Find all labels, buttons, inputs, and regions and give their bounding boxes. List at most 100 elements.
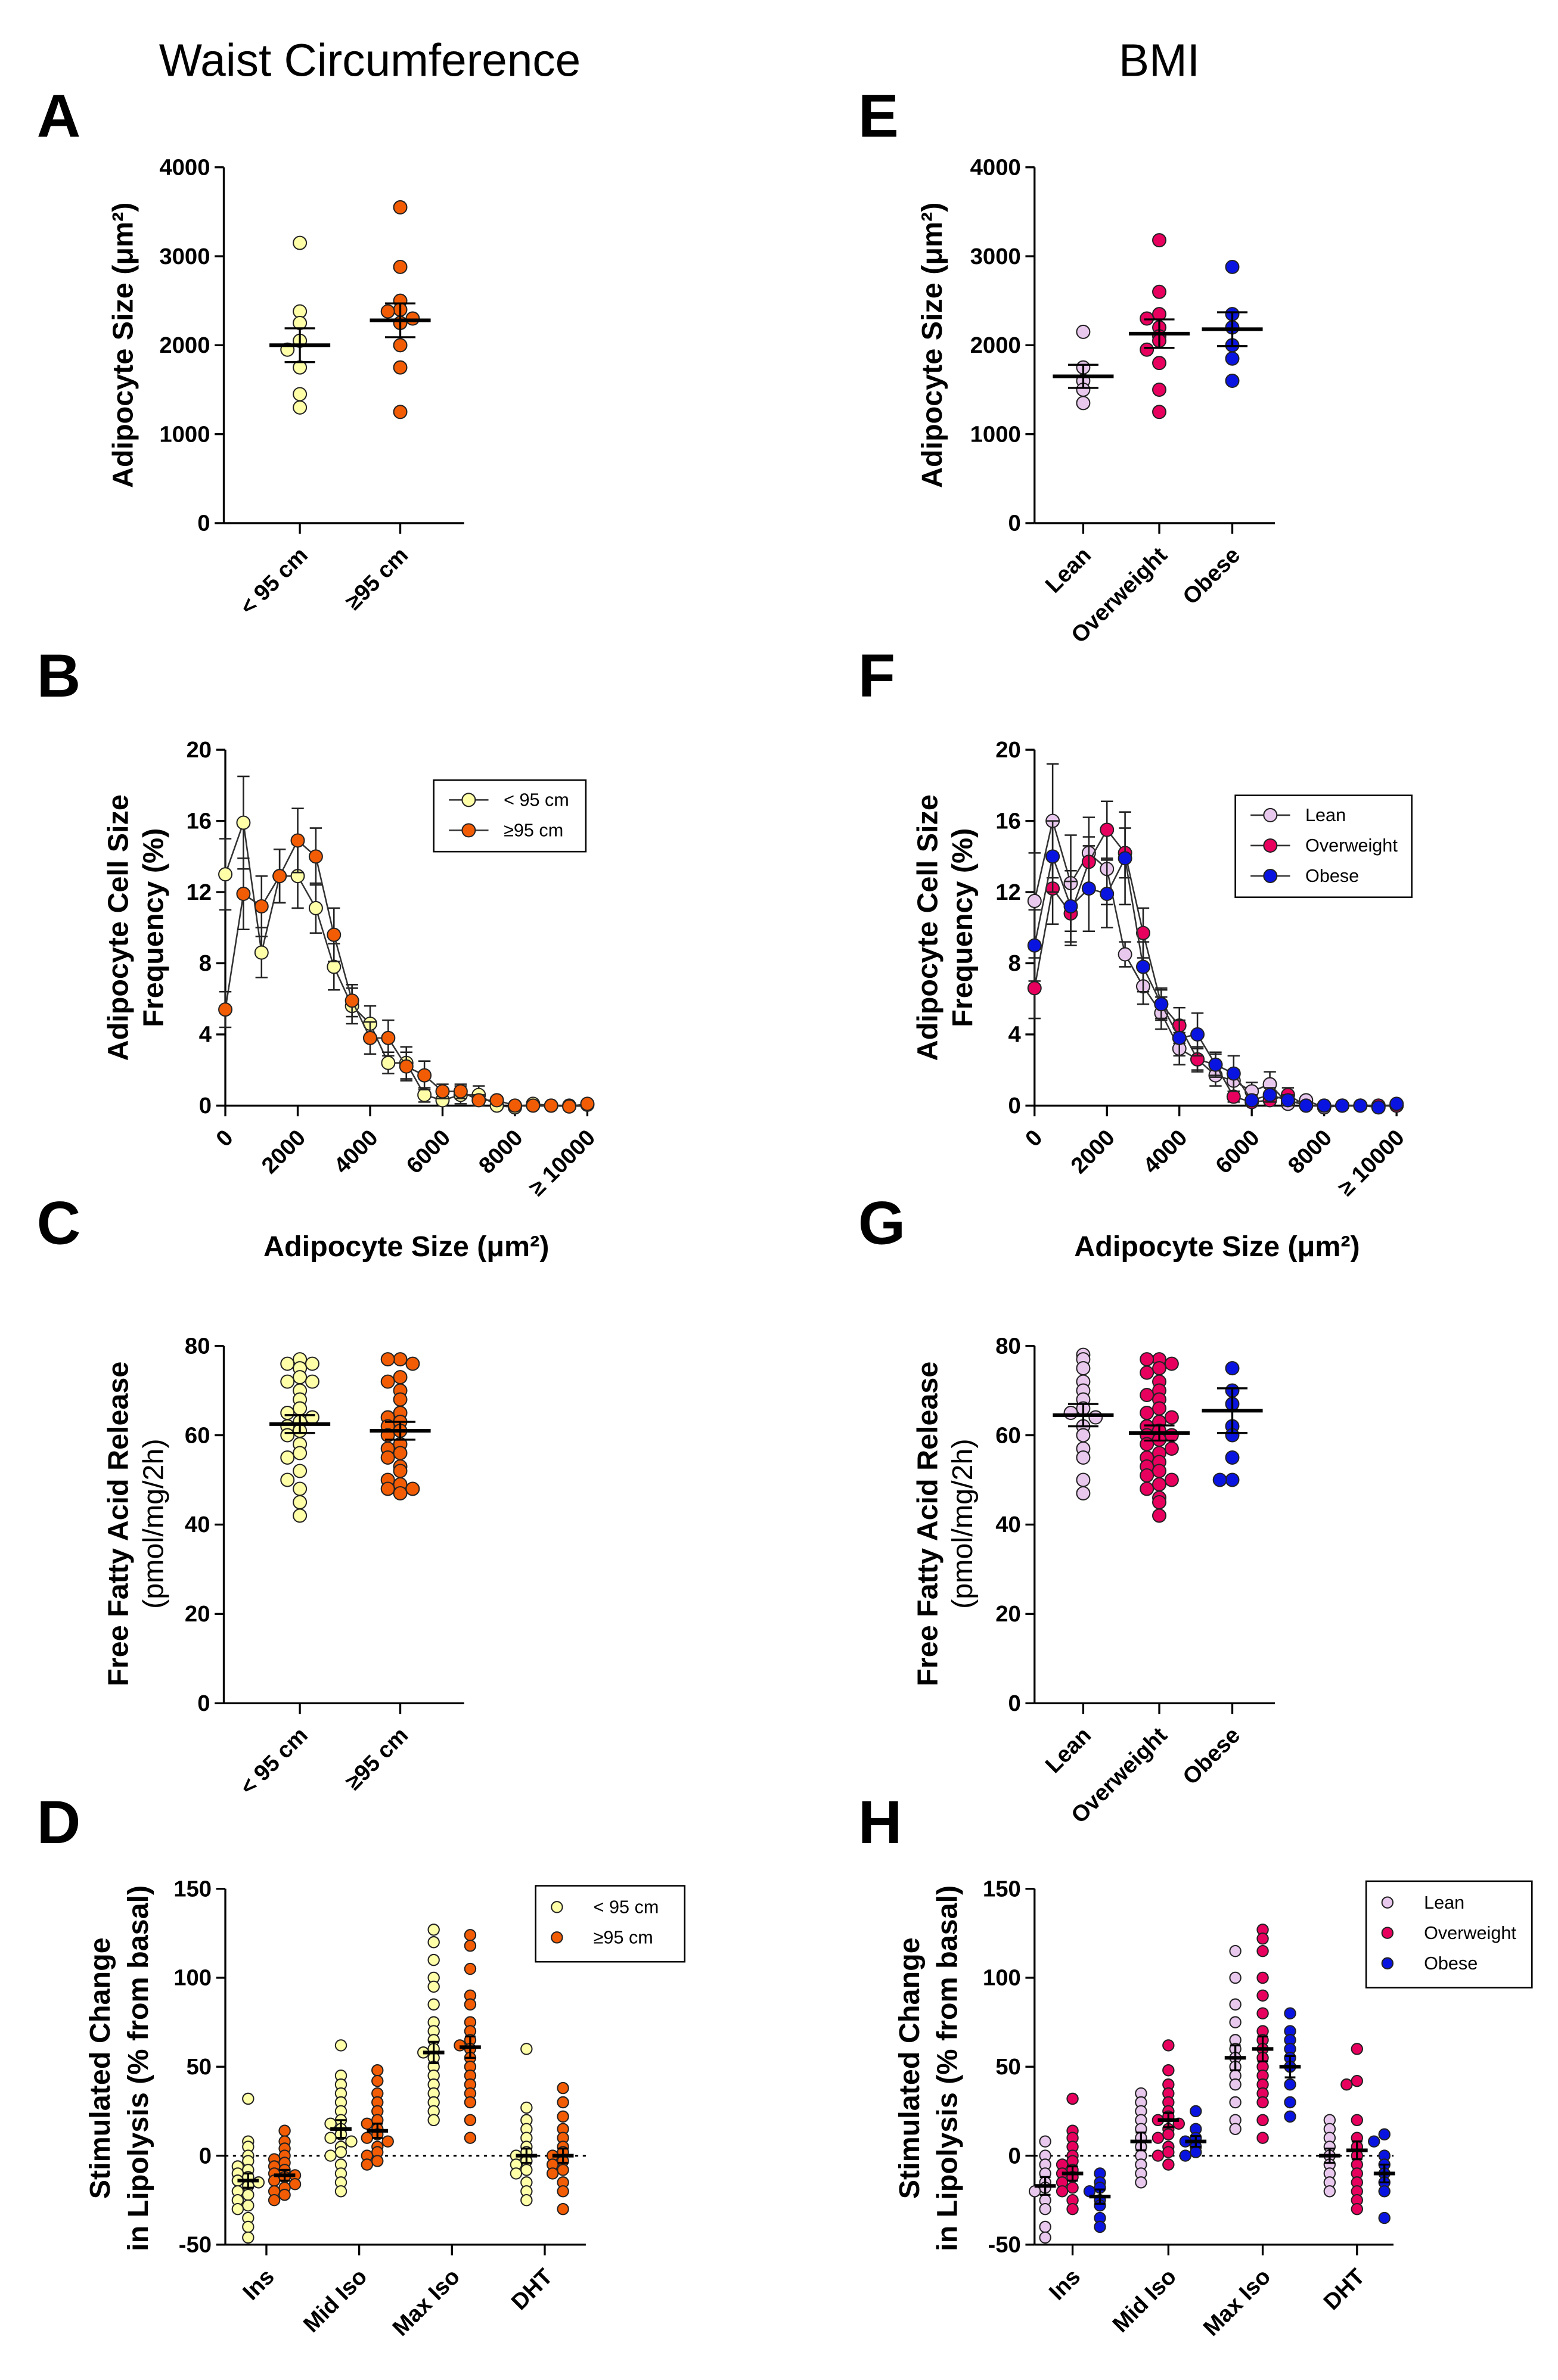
legend-marker-h	[1381, 1957, 1394, 1969]
sem-bar-h	[1257, 2035, 1268, 2062]
data-point-d	[427, 2114, 440, 2127]
sem-bar-h	[1379, 2163, 1390, 2184]
data-point-h	[1378, 2128, 1391, 2140]
xlabel-f: Adipocyte Size (μm²)	[1074, 1231, 1360, 1263]
data-point-g	[1225, 1361, 1240, 1376]
data-point-c	[293, 1495, 308, 1509]
data-point-h	[1284, 2078, 1296, 2091]
legend-label-f: Overweight	[1305, 835, 1398, 856]
data-point-e	[1076, 396, 1091, 411]
data-point-d	[557, 2110, 569, 2123]
sem-bar-h	[1163, 2112, 1174, 2129]
y-tick-label-e: 0	[1008, 511, 1020, 536]
data-point-g	[1140, 1352, 1154, 1367]
data-point-h	[1229, 2016, 1242, 2028]
data-point-d	[520, 2043, 533, 2055]
legend-marker-f	[1263, 838, 1278, 853]
data-point-b	[507, 1098, 522, 1113]
data-point-c	[380, 1352, 395, 1367]
sem-bar-d	[557, 2147, 569, 2164]
data-point-d	[345, 2135, 358, 2148]
data-point-h	[1162, 2064, 1175, 2077]
data-point-c	[293, 1481, 308, 1496]
data-point-h	[1162, 2039, 1175, 2052]
sem-bar-h	[1039, 2176, 1051, 2196]
y-tick-label-h: 0	[1008, 2143, 1020, 2168]
y-tick-label-a: 2000	[159, 333, 210, 358]
y-tick-label-d: -50	[179, 2232, 212, 2258]
data-point-h	[1340, 2078, 1353, 2091]
sem-bar-g	[1067, 1403, 1098, 1428]
data-point-d	[557, 2164, 569, 2176]
data-point-b	[254, 899, 269, 914]
data-point-d	[381, 2135, 394, 2148]
data-point-g	[1140, 1406, 1154, 1421]
data-point-b	[308, 900, 323, 915]
data-point-f	[1226, 1066, 1241, 1081]
y-tick-label-f: 0	[1008, 1093, 1020, 1118]
panel-letter-b: B	[37, 642, 81, 710]
data-point-g	[1152, 1508, 1167, 1523]
sem-bar-h	[1284, 2055, 1296, 2078]
y-tick-label-g: 40	[995, 1512, 1021, 1537]
data-point-f	[1063, 899, 1078, 914]
sem-bar-g	[1216, 1387, 1248, 1434]
legend-marker-d	[551, 1901, 563, 1913]
data-point-f	[1262, 1088, 1277, 1102]
data-point-d	[427, 1980, 440, 1993]
y-tick-label-h: -50	[988, 2232, 1020, 2258]
data-point-d	[361, 2158, 374, 2171]
data-point-h	[1368, 2135, 1380, 2148]
data-point-f	[1190, 1027, 1205, 1042]
y-tick-label-b: 16	[186, 808, 212, 834]
data-point-h	[1229, 2096, 1242, 2109]
data-point-c	[393, 1352, 408, 1367]
data-point-b	[381, 1055, 396, 1070]
data-point-b	[327, 927, 342, 942]
data-point-b	[308, 849, 323, 864]
data-point-h	[1066, 2092, 1079, 2105]
panel-letter-c: C	[37, 1189, 81, 1257]
data-point-h	[1229, 1971, 1242, 1984]
data-point-g	[1076, 1361, 1091, 1376]
sem-bar-a	[284, 327, 315, 363]
data-point-g	[1152, 1477, 1167, 1492]
data-point-c	[293, 1401, 308, 1416]
data-point-d	[520, 2101, 533, 2114]
data-point-f	[1299, 1098, 1314, 1113]
data-point-d	[371, 2074, 384, 2087]
data-point-c	[393, 1446, 408, 1461]
ylabel-b-line1: Adipocyte Cell Size	[103, 794, 135, 1061]
xlabel-b: Adipocyte Size (μm²)	[263, 1231, 549, 1263]
data-point-b	[381, 1030, 396, 1045]
y-tick-label-a: 1000	[159, 421, 210, 447]
data-point-f	[1045, 849, 1060, 864]
legend-label-b: < 95 cm	[504, 790, 569, 810]
data-point-h	[1351, 2043, 1363, 2055]
data-point-b	[254, 945, 269, 960]
sem-bar-h	[1351, 2140, 1363, 2161]
data-point-d	[520, 2194, 533, 2207]
data-point-f	[1135, 959, 1150, 974]
ylabel-f-line1: Adipocyte Cell Size	[911, 794, 944, 1061]
data-point-d	[520, 2164, 533, 2176]
data-point-b	[236, 815, 251, 830]
data-point-g	[1152, 1401, 1167, 1416]
data-point-h	[1378, 2185, 1391, 2198]
x-tick-label-f: 6000	[1211, 1124, 1265, 1179]
data-point-g	[1140, 1437, 1154, 1452]
x-tick-label-f: 4000	[1138, 1124, 1193, 1179]
data-point-d	[557, 2185, 569, 2198]
ylabel-d-line2: in Lipolysis (% from basal)	[122, 1885, 154, 2251]
y-tick-label-b: 0	[199, 1093, 212, 1118]
y-tick-label-e: 3000	[970, 244, 1021, 269]
x-tick-label-b: ≥ 10000	[524, 1124, 600, 1201]
ylabel-c-line1: Free Fatty Acid Release	[103, 1362, 135, 1686]
x-tick-label-d: Mid Iso	[299, 2264, 373, 2338]
data-point-b	[290, 833, 305, 848]
panel-letter-a: A	[37, 82, 81, 150]
x-tick-label-c: ≥95 cm	[340, 1722, 413, 1795]
data-point-d	[464, 1929, 477, 1941]
ylabel-b-line2: Frequency (%)	[137, 828, 169, 1027]
data-point-h	[1351, 2114, 1363, 2127]
